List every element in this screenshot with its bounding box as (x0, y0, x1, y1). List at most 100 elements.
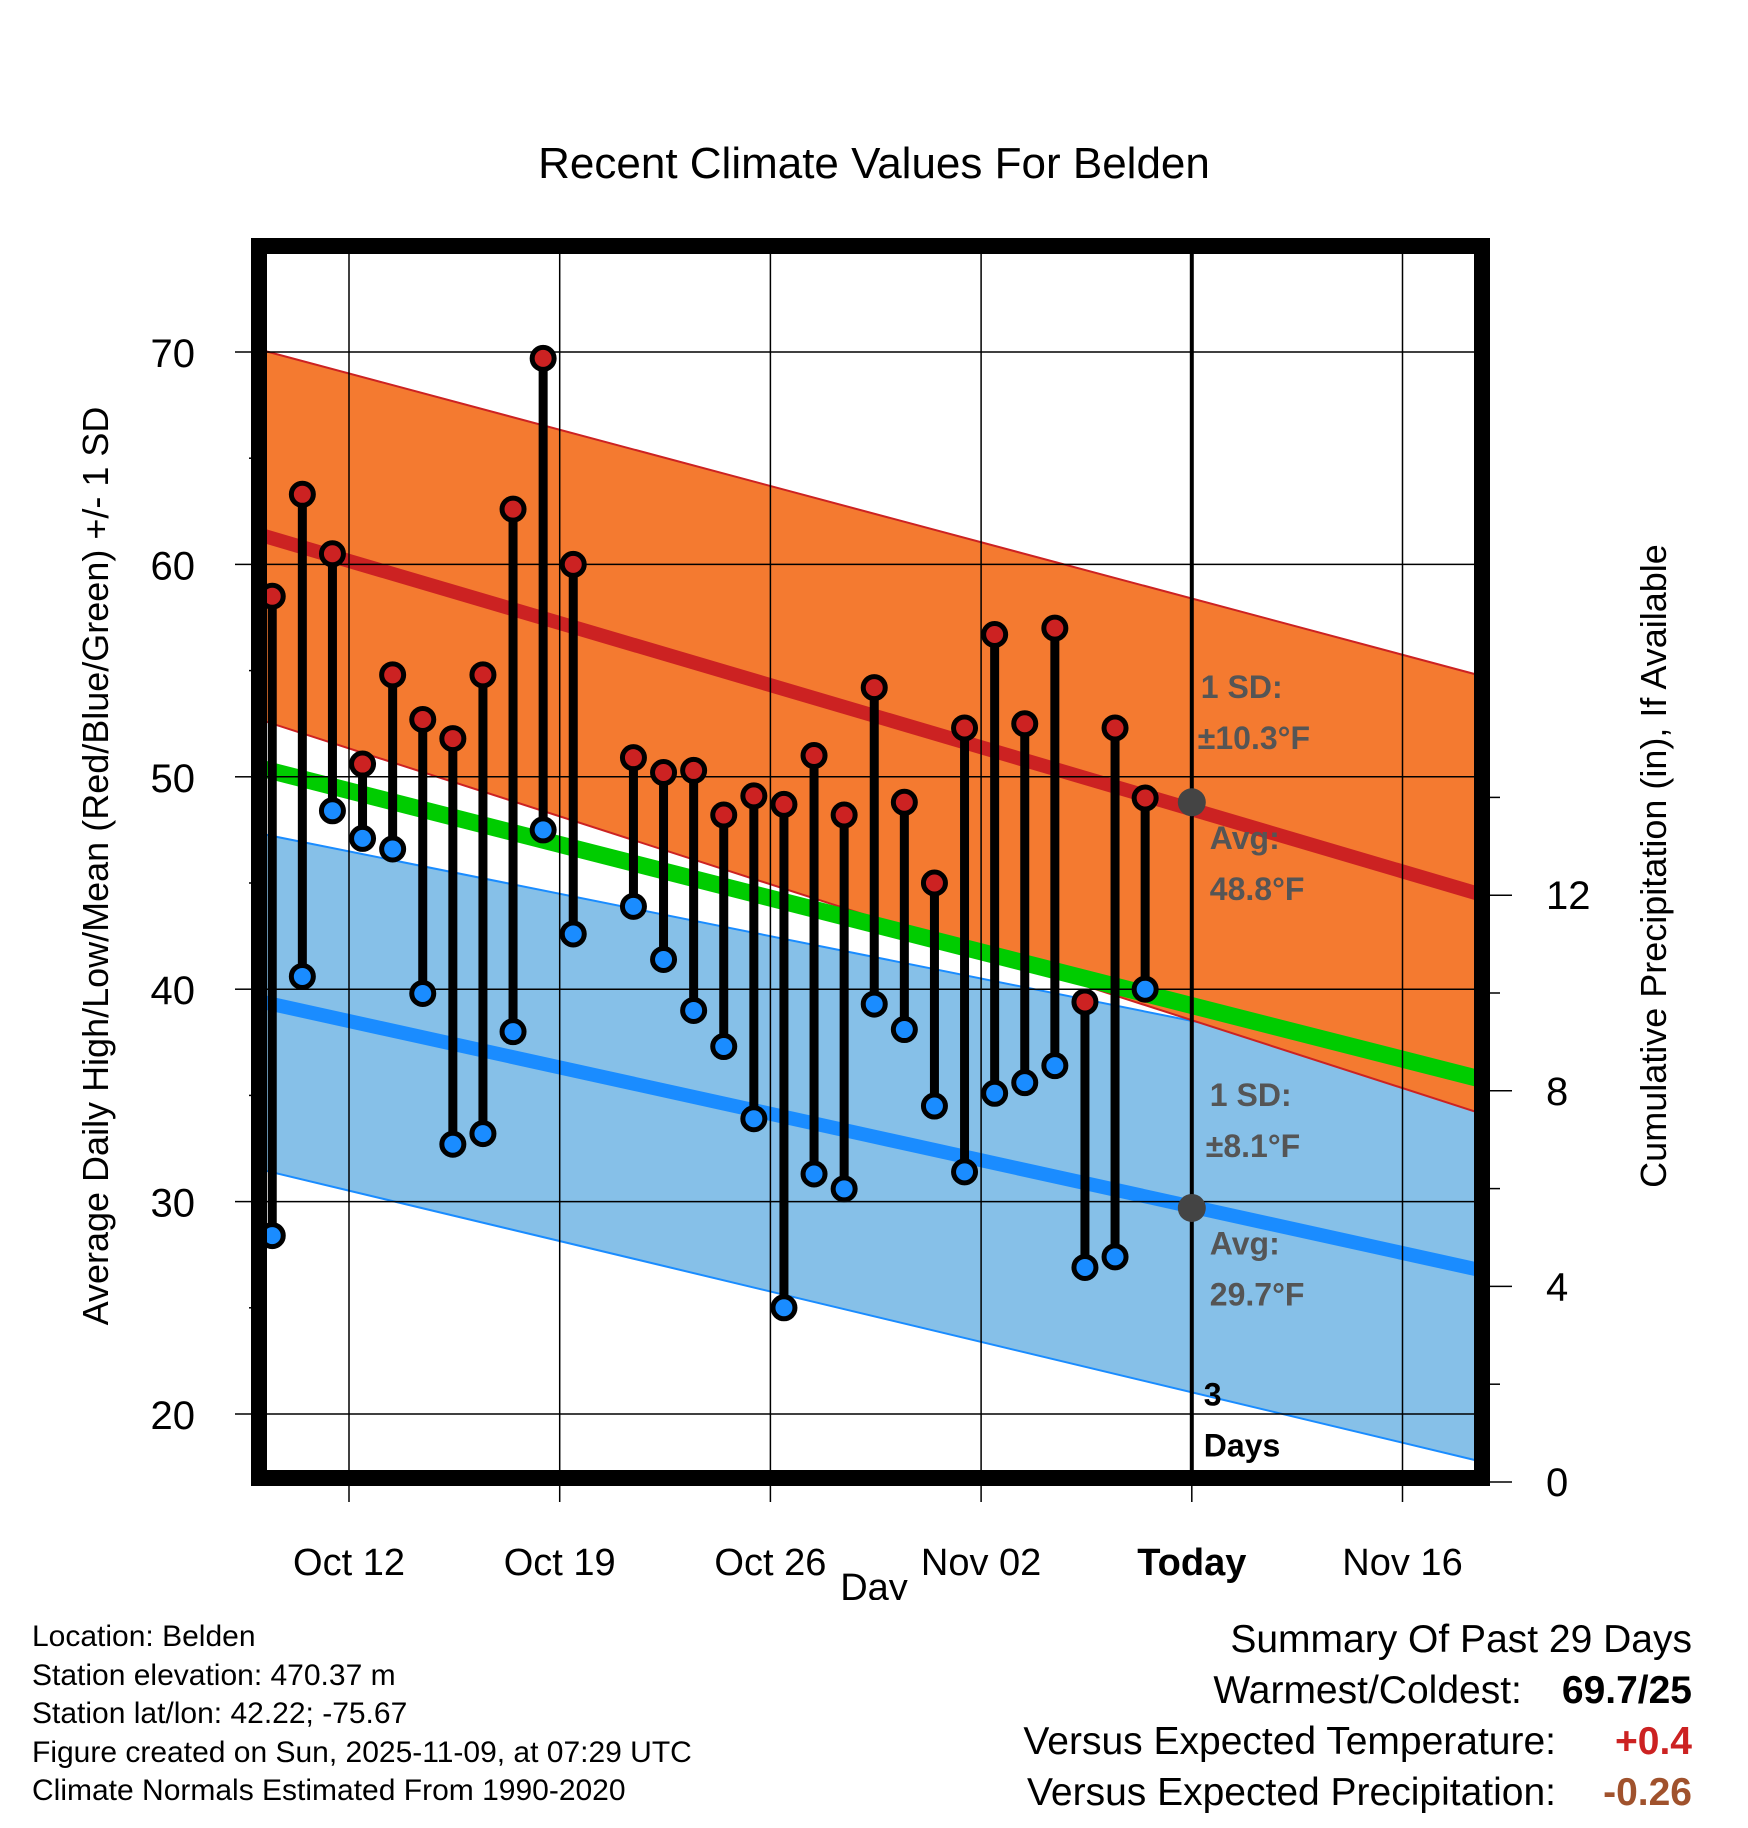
x-axis-label: Day (840, 1567, 908, 1600)
summary-temp-row: Versus Expected Temperature: +0.4 (1023, 1716, 1692, 1767)
high-point (619, 744, 647, 772)
low-avg-value: 29.7°F (1210, 1277, 1305, 1313)
high-sd-value: ±10.3°F (1198, 720, 1310, 756)
warm-cold-label: Warmest/Coldest: (1213, 1669, 1522, 1712)
x-tick-label: Nov 02 (921, 1542, 1041, 1584)
high-point (890, 788, 918, 816)
x-tick-label: Oct 26 (714, 1542, 826, 1584)
high-point (1071, 988, 1099, 1016)
y-tick-label: 70 (151, 332, 196, 376)
high-point (951, 714, 979, 742)
normals-text: Climate Normals Estimated From 1990-2020 (32, 1774, 626, 1807)
low-point (349, 824, 377, 852)
low-point (1041, 1052, 1069, 1080)
elevation-text: Station elevation: 470.37 m (32, 1658, 396, 1692)
high-point (740, 782, 768, 810)
low-point (770, 1294, 798, 1322)
precip-label: Versus Expected Precipitation: (1027, 1771, 1556, 1814)
y-right-tick-label: 4 (1546, 1265, 1568, 1309)
low-point (951, 1158, 979, 1186)
low-normal-lower-edge (259, 1168, 1478, 1462)
temp-value: +0.4 (1615, 1720, 1692, 1763)
y-right-tick-label: 8 (1546, 1070, 1568, 1114)
summary-panel: Summary Of Past 29 Days Warmest/Coldest:… (1023, 1614, 1692, 1818)
high-point (920, 869, 948, 897)
high-point (1011, 710, 1039, 738)
station-info: Location: Belden Station elevation: 470.… (32, 1618, 692, 1811)
y-tick-label: 30 (151, 1182, 196, 1226)
low-avg-label: Avg: (1210, 1226, 1280, 1262)
low-point (740, 1105, 768, 1133)
high-avg-value: 48.8°F (1210, 871, 1305, 907)
low-point (288, 962, 316, 990)
plot-frame (251, 238, 1490, 1486)
days-label: Days (1204, 1427, 1281, 1463)
x-tick-label: Oct 12 (293, 1542, 405, 1584)
latlon-text: Station lat/lon: 42.22; -75.67 (32, 1697, 408, 1730)
high-point (860, 674, 888, 702)
low-point (800, 1160, 828, 1188)
low-sd-value: ±8.1°F (1206, 1128, 1300, 1164)
low-point (680, 996, 708, 1024)
y-tick-label: 20 (151, 1394, 196, 1438)
high-point (559, 550, 587, 578)
high-point (288, 480, 316, 508)
high-sd-label: 1 SD: (1201, 669, 1283, 705)
y-right-axis-label: Cumulative Precipitation (in), If Availa… (1633, 544, 1674, 1188)
location-text: Location: Belden (32, 1620, 256, 1653)
high-point (409, 705, 437, 733)
high-point (800, 742, 828, 770)
high-point (469, 661, 497, 689)
days-count-label: 3 (1204, 1377, 1222, 1413)
low-point (710, 1033, 738, 1061)
low-point (529, 816, 557, 844)
high-normal-upper-edge (259, 348, 1479, 676)
low-point (981, 1079, 1009, 1107)
high-point (830, 801, 858, 829)
low-point (1011, 1069, 1039, 1097)
low-point (499, 1018, 527, 1046)
high-avg-marker (1177, 788, 1206, 817)
x-tick-label: Today (1137, 1542, 1246, 1584)
low-point (1131, 975, 1159, 1003)
high-point (981, 620, 1009, 648)
high-point (439, 725, 467, 753)
y-right-tick-label: 12 (1546, 874, 1591, 918)
high-point (680, 756, 708, 784)
low-point (890, 1016, 918, 1044)
low-point (1071, 1253, 1099, 1281)
y-tick-label: 60 (151, 544, 196, 588)
chart-title: Recent Climate Values For Belden (538, 139, 1210, 188)
summary-warm-cold-row: Warmest/Coldest: 69.7/25 (1023, 1665, 1692, 1716)
summary-title: Summary Of Past 29 Days (1230, 1618, 1692, 1661)
high-avg-label: Avg: (1210, 820, 1280, 856)
low-point (318, 797, 346, 825)
low-avg-marker (1177, 1193, 1206, 1222)
low-point (860, 990, 888, 1018)
high-point (1131, 784, 1159, 812)
y-right-tick-label: 0 (1546, 1461, 1568, 1505)
high-point (650, 759, 678, 787)
climate-chart: Recent Climate Values For Belden 1 SD: ±1… (75, 139, 1674, 1600)
high-point (349, 750, 377, 778)
low-point (439, 1130, 467, 1158)
x-tick-label: Oct 19 (504, 1542, 616, 1584)
created-text: Figure created on Sun, 2025-11-09, at 07… (32, 1735, 692, 1769)
low-point (650, 945, 678, 973)
low-point (559, 920, 587, 948)
low-point (830, 1175, 858, 1203)
precip-value: -0.26 (1603, 1771, 1692, 1814)
high-point (770, 790, 798, 818)
high-point (379, 661, 407, 689)
low-normal-band (259, 833, 1478, 1461)
warm-cold-value: 69.7/25 (1561, 1669, 1692, 1712)
high-point (1101, 714, 1129, 742)
low-point (409, 979, 437, 1007)
summary-precip-row: Versus Expected Precipitation: -0.26 (1023, 1767, 1692, 1818)
high-point (499, 495, 527, 523)
low-sd-label: 1 SD: (1210, 1077, 1292, 1113)
high-normal-band (259, 349, 1478, 1113)
low-point (469, 1120, 497, 1148)
low-point (379, 835, 407, 863)
